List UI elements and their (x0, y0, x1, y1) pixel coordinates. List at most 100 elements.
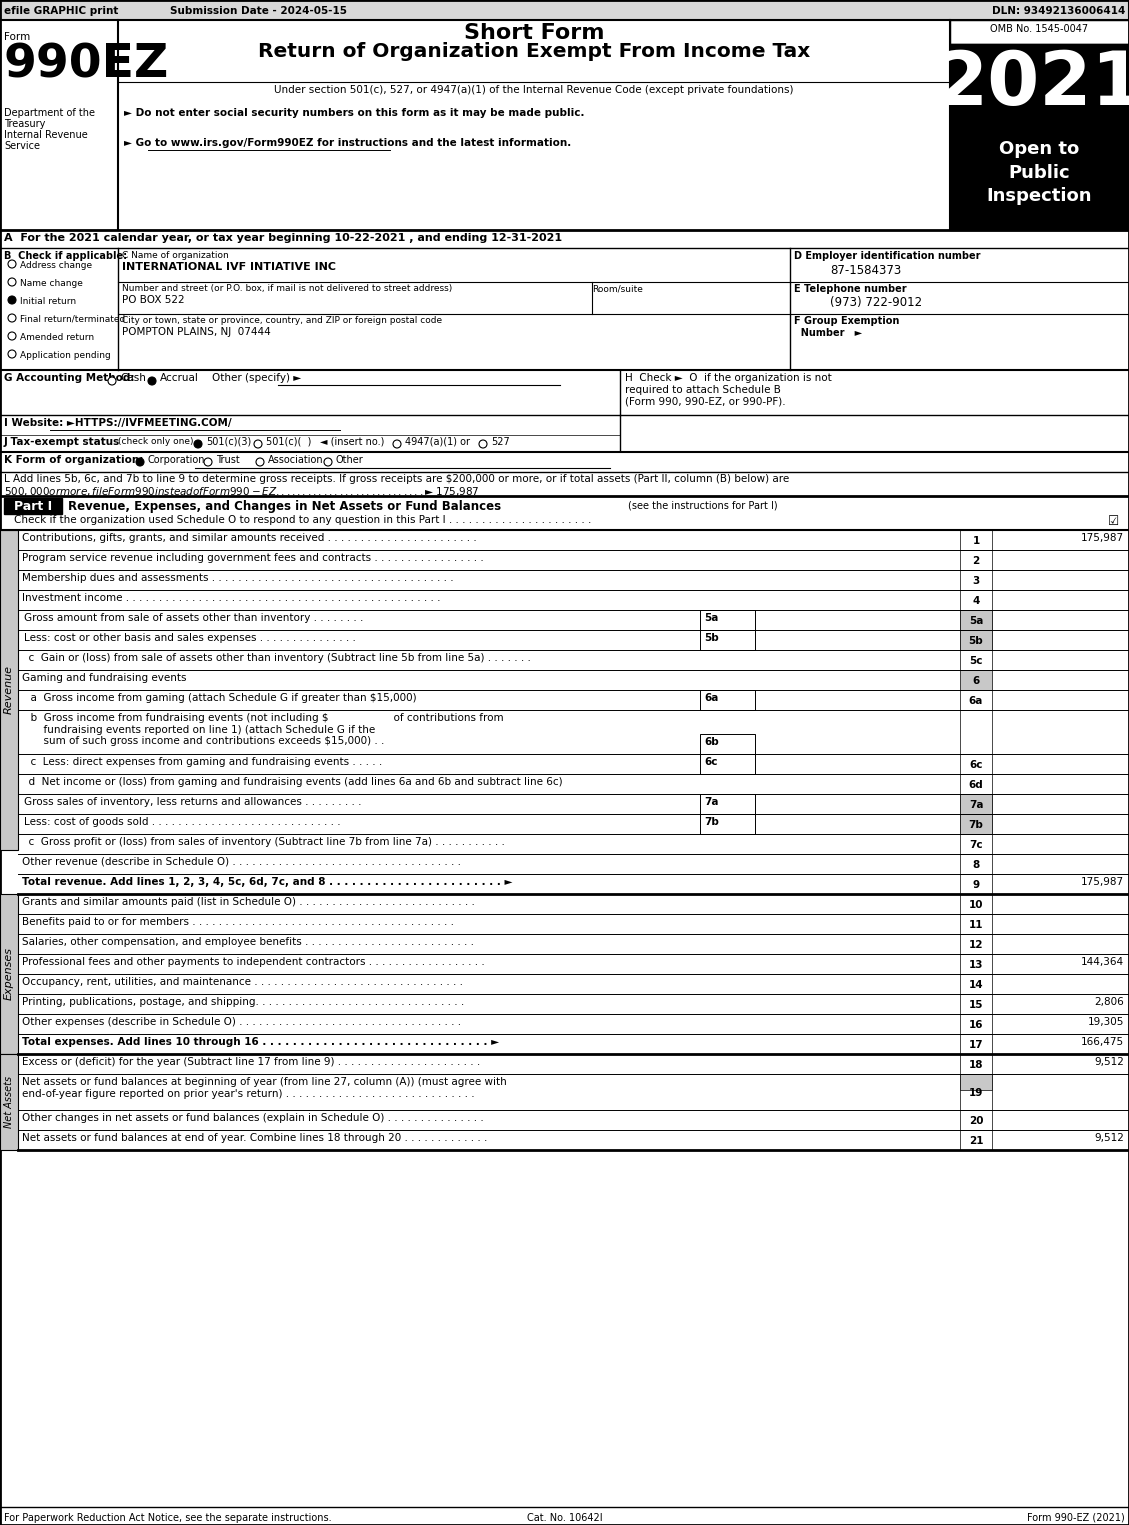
Text: E Telephone number: E Telephone number (794, 284, 907, 294)
Text: Service: Service (5, 140, 40, 151)
Text: ► Go to www.irs.gov/Form990EZ for instructions and the latest information.: ► Go to www.irs.gov/Form990EZ for instru… (124, 137, 571, 148)
Text: 7a: 7a (704, 798, 718, 807)
Bar (960, 630, 992, 650)
Bar (960, 1034, 992, 1054)
Bar (960, 689, 992, 711)
Text: 175,987: 175,987 (1080, 877, 1124, 888)
Text: B  Check if applicable:: B Check if applicable: (5, 252, 128, 261)
Bar (960, 711, 992, 753)
Text: 12: 12 (969, 939, 983, 950)
Text: Other changes in net assets or fund balances (explain in Schedule O) . . . . . .: Other changes in net assets or fund bala… (21, 1113, 483, 1122)
Text: Application pending: Application pending (20, 351, 111, 360)
Text: Total expenses. Add lines 10 through 16 . . . . . . . . . . . . . . . . . . . . : Total expenses. Add lines 10 through 16 … (21, 1037, 499, 1048)
Text: Gross amount from sale of assets other than inventory . . . . . . . .: Gross amount from sale of assets other t… (24, 613, 364, 624)
Text: Number and street (or P.O. box, if mail is not delivered to street address): Number and street (or P.O. box, if mail … (122, 284, 453, 293)
Text: Revenue, Expenses, and Changes in Net Assets or Fund Balances: Revenue, Expenses, and Changes in Net As… (68, 500, 501, 512)
Text: Internal Revenue: Internal Revenue (5, 130, 88, 140)
Text: 14: 14 (969, 981, 983, 990)
Text: Other revenue (describe in Schedule O) . . . . . . . . . . . . . . . . . . . . .: Other revenue (describe in Schedule O) .… (21, 857, 461, 868)
Text: H  Check ►  O  if the organization is not
required to attach Schedule B
(Form 99: H Check ► O if the organization is not r… (625, 374, 832, 406)
Text: Return of Organization Exempt From Income Tax: Return of Organization Exempt From Incom… (257, 43, 811, 61)
Bar (960, 814, 992, 834)
Circle shape (393, 441, 401, 448)
Text: c  Gain or (loss) from sale of assets other than inventory (Subtract line 5b fro: c Gain or (loss) from sale of assets oth… (21, 653, 531, 663)
Bar (700, 753, 755, 775)
Text: Grants and similar amounts paid (list in Schedule O) . . . . . . . . . . . . . .: Grants and similar amounts paid (list in… (21, 897, 475, 907)
Circle shape (256, 458, 264, 467)
Text: 18: 18 (969, 1060, 983, 1071)
Bar (960, 974, 992, 994)
Text: Part I: Part I (14, 500, 52, 512)
Text: C Name of organization: C Name of organization (122, 252, 229, 259)
Bar (960, 610, 992, 630)
Text: Program service revenue including government fees and contracts . . . . . . . . : Program service revenue including govern… (21, 554, 483, 563)
Bar (960, 1074, 992, 1110)
Circle shape (8, 314, 16, 322)
Circle shape (254, 441, 262, 448)
Text: c  Gross profit or (loss) from sales of inventory (Subtract line 7b from line 7a: c Gross profit or (loss) from sales of i… (21, 837, 505, 846)
Text: 1: 1 (972, 535, 980, 546)
Bar (960, 1110, 992, 1130)
Text: 7b: 7b (704, 817, 719, 827)
Bar (0, 0, 1129, 20)
Text: (see the instructions for Part I): (see the instructions for Part I) (628, 500, 778, 509)
Text: Submission Date - 2024-05-15: Submission Date - 2024-05-15 (170, 6, 347, 15)
Bar (949, 44, 1129, 134)
Text: 2,806: 2,806 (1094, 997, 1124, 1006)
Text: 21: 21 (969, 1136, 983, 1145)
Text: a  Gross income from gaming (attach Schedule G if greater than $15,000): a Gross income from gaming (attach Sched… (24, 692, 417, 703)
Text: 3: 3 (972, 576, 980, 586)
Text: 5a: 5a (969, 616, 983, 625)
Text: L Add lines 5b, 6c, and 7b to line 9 to determine gross receipts. If gross recei: L Add lines 5b, 6c, and 7b to line 9 to … (5, 474, 789, 483)
Text: A  For the 2021 calendar year, or tax year beginning 10-22-2021 , and ending 12-: A For the 2021 calendar year, or tax yea… (5, 233, 562, 242)
Text: Under section 501(c), 527, or 4947(a)(1) of the Internal Revenue Code (except pr: Under section 501(c), 527, or 4947(a)(1)… (274, 85, 794, 95)
Bar (960, 1054, 992, 1074)
Text: ► Do not enter social security numbers on this form as it may be made public.: ► Do not enter social security numbers o… (124, 108, 585, 117)
Text: Less: cost or other basis and sales expenses . . . . . . . . . . . . . . .: Less: cost or other basis and sales expe… (24, 633, 356, 644)
Text: 527: 527 (491, 438, 510, 447)
Text: Treasury: Treasury (5, 119, 45, 130)
Text: Open to
Public
Inspection: Open to Public Inspection (987, 140, 1092, 206)
Text: DLN: 93492136006414: DLN: 93492136006414 (991, 6, 1124, 15)
Text: Investment income . . . . . . . . . . . . . . . . . . . . . . . . . . . . . . . : Investment income . . . . . . . . . . . … (21, 593, 440, 602)
Text: 9: 9 (972, 880, 980, 891)
Circle shape (194, 441, 202, 448)
Bar (960, 551, 992, 570)
Bar (960, 994, 992, 1014)
Text: 9,512: 9,512 (1094, 1133, 1124, 1144)
Text: G Accounting Method:: G Accounting Method: (5, 374, 134, 383)
Circle shape (324, 458, 332, 467)
Text: ☑: ☑ (1108, 515, 1119, 528)
Text: Gaming and fundraising events: Gaming and fundraising events (21, 673, 186, 683)
Circle shape (135, 458, 145, 467)
Bar (960, 795, 992, 814)
Text: D Employer identification number: D Employer identification number (794, 252, 980, 261)
Bar (960, 913, 992, 933)
Bar (960, 874, 992, 894)
Circle shape (8, 259, 16, 268)
Text: City or town, state or province, country, and ZIP or foreign postal code: City or town, state or province, country… (122, 316, 443, 325)
Text: 5b: 5b (704, 633, 719, 644)
Circle shape (108, 377, 116, 384)
Text: J Tax-exempt status: J Tax-exempt status (5, 438, 121, 447)
Text: Cat. No. 10642I: Cat. No. 10642I (527, 1513, 602, 1523)
Text: 990EZ: 990EZ (5, 43, 169, 87)
Bar (960, 753, 992, 775)
Text: Expenses: Expenses (5, 947, 14, 1000)
Text: 144,364: 144,364 (1080, 958, 1124, 967)
Text: 19,305: 19,305 (1087, 1017, 1124, 1026)
Text: 9,512: 9,512 (1094, 1057, 1124, 1067)
Text: 87-1584373: 87-1584373 (830, 264, 901, 278)
Bar (960, 814, 992, 834)
Text: 16: 16 (969, 1020, 983, 1029)
Circle shape (204, 458, 212, 467)
Text: Accrual: Accrual (160, 374, 199, 383)
Bar (700, 734, 755, 753)
Bar (960, 570, 992, 590)
Text: 10: 10 (969, 900, 983, 910)
Text: Name change: Name change (20, 279, 82, 288)
Text: d  Net income or (loss) from gaming and fundraising events (add lines 6a and 6b : d Net income or (loss) from gaming and f… (21, 778, 562, 787)
Text: Printing, publications, postage, and shipping. . . . . . . . . . . . . . . . . .: Printing, publications, postage, and shi… (21, 997, 464, 1006)
Text: Revenue: Revenue (5, 665, 14, 715)
Text: I Website: ►HTTPS://IVFMEETING.COM/: I Website: ►HTTPS://IVFMEETING.COM/ (5, 418, 231, 429)
